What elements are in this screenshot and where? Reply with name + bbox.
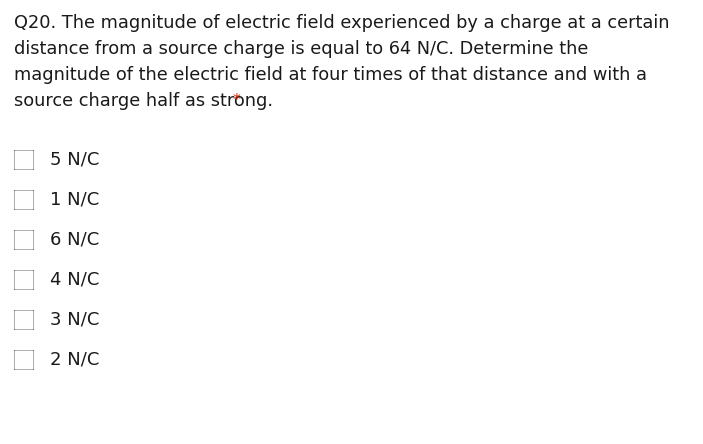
FancyBboxPatch shape [13,190,34,210]
Text: distance from a source charge is equal to 64 N/C. Determine the: distance from a source charge is equal t… [14,40,588,58]
Text: 6 N/C: 6 N/C [50,230,99,248]
FancyBboxPatch shape [13,149,34,170]
Text: 4 N/C: 4 N/C [50,270,99,288]
Text: 3 N/C: 3 N/C [50,310,99,328]
FancyBboxPatch shape [13,309,34,331]
Text: magnitude of the electric field at four times of that distance and with a: magnitude of the electric field at four … [14,66,647,84]
FancyBboxPatch shape [13,349,34,371]
Text: 2 N/C: 2 N/C [50,350,99,368]
FancyBboxPatch shape [13,270,34,291]
Text: 1 N/C: 1 N/C [50,190,99,208]
Text: *: * [233,93,241,108]
Text: 5 N/C: 5 N/C [50,150,99,168]
Text: source charge half as strong.: source charge half as strong. [14,92,278,110]
Text: Q20. The magnitude of electric field experienced by a charge at a certain: Q20. The magnitude of electric field exp… [14,14,669,32]
FancyBboxPatch shape [13,230,34,250]
